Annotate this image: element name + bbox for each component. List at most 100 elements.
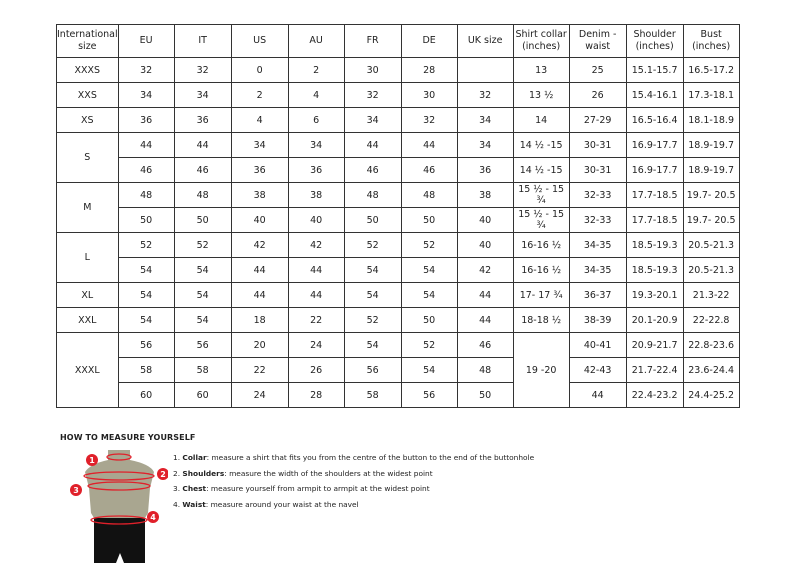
table-cell: 18-18 ½ (512, 307, 570, 333)
table-cell: 58 (343, 382, 402, 408)
step-term: Collar (182, 453, 207, 462)
table-cell: 15 ½ - 15 ¾ (512, 207, 570, 233)
table-cell: 50 (400, 307, 458, 333)
international-size-cell: S (56, 132, 119, 183)
table-cell: 56 (117, 332, 175, 358)
table-cell: 46 (173, 157, 232, 183)
table-cell: 21.3-22 (682, 282, 740, 308)
table-cell: 16-16 ½ (512, 232, 570, 258)
step-text: : measure the width of the shoulders at … (224, 468, 433, 478)
step-number: 3. (173, 484, 181, 493)
table-cell: 18.5-19.3 (625, 257, 684, 283)
table-cell: 20.1-20.9 (625, 307, 684, 333)
table-cell: 54 (173, 307, 232, 333)
international-size-cell: XXL (56, 307, 119, 333)
table-cell: 21.7-22.4 (625, 357, 684, 383)
table-cell: 44 (456, 282, 514, 308)
table-cell: 16.9-17.7 (625, 157, 684, 183)
column-header: Shirt collar (inches) (512, 24, 570, 58)
table-row: 60 60 24 28 58 56 50 44 22.4-23.2 24.4-25.2 (57, 382, 740, 408)
measure-step: 3. Chest: measure yourself from armpit t… (173, 481, 534, 497)
table-cell: 24 (287, 332, 345, 358)
table-cell: 32 (456, 82, 514, 108)
table-cell: 30 (400, 82, 458, 108)
body-measure-figure: 1 2 3 4 (70, 450, 168, 563)
step-text: : measure a shirt that fits you from the… (206, 453, 535, 462)
table-cell: 15.1-15.7 (625, 57, 684, 83)
table-cell: 4 (287, 82, 345, 108)
table-cell: 34-35 (568, 232, 627, 258)
table-row: S 44 44 34 34 44 44 34 14 ½ -15 30-31 16.9-17.7 18.… (56, 132, 740, 183)
table-row: M 48 48 38 38 48 48 38 15 ½ - 15 ¾ 32-33 17.7-18.5… (56, 182, 740, 233)
column-header: DE (400, 24, 458, 58)
table-cell: 16.9-17.7 (625, 132, 684, 158)
measure-step: 4. Waist: measure around your waist at t… (173, 497, 534, 513)
international-size-cell: XXXS (56, 57, 119, 83)
table-cell: 44 (117, 132, 175, 158)
table-cell: 54 (117, 257, 175, 283)
measure-steps: 1. Collar: measure a shirt that fits you… (173, 450, 534, 512)
column-header: FR (343, 24, 402, 58)
marker-number: 4 (150, 513, 156, 522)
table-cell: 17.3-18.1 (682, 82, 740, 108)
international-size-cell: M (56, 182, 119, 233)
table-cell: 36 (117, 107, 175, 133)
column-header: US (230, 24, 289, 58)
table-cell: 24 (230, 382, 289, 408)
table-cell: 46 (117, 157, 175, 183)
table-cell: 34 (230, 132, 289, 158)
column-header: EU (117, 24, 175, 58)
table-cell: 22 (287, 307, 345, 333)
table-cell: 42 (230, 232, 289, 258)
step-term: Waist (182, 499, 206, 509)
measure-step: 2. Shoulders: measure the width of the s… (173, 466, 534, 482)
table-cell: 48 (343, 182, 402, 208)
table-cell: 15 ½ - 15 ¾ (512, 182, 570, 208)
table-cell: 17- 17 ¾ (512, 282, 570, 308)
table-cell: 2 (230, 82, 289, 108)
table-cell: 38-39 (568, 307, 627, 333)
marker-number: 3 (73, 486, 79, 495)
table-cell: 19.7- 20.5 (682, 207, 740, 233)
column-header: Shoulder (inches) (625, 24, 684, 58)
table-cell: 0 (230, 57, 289, 83)
marker-badge (157, 468, 168, 480)
table-cell: 50 (173, 207, 232, 233)
step-number: 2. (173, 468, 181, 478)
table-cell: 32 (343, 82, 402, 108)
table-cell: 32-33 (568, 182, 627, 208)
international-size-cell: XXXL (56, 332, 119, 408)
table-cell: 56 (343, 357, 402, 383)
table-cell: 54 (117, 307, 175, 333)
table-cell: 17.7-18.5 (625, 182, 684, 208)
table-cell: 54 (343, 282, 402, 308)
table-cell: 18.9-19.7 (682, 132, 740, 158)
table-cell: 4 (230, 107, 289, 133)
table-cell: 19.7- 20.5 (682, 182, 740, 208)
table-cell: 50 (343, 207, 402, 233)
table-cell: 48 (400, 182, 458, 208)
table-cell: 30-31 (568, 132, 627, 158)
table-cell: 36 (230, 157, 289, 183)
table-cell: 18.5-19.3 (625, 232, 684, 258)
table-row: XXXL 56 56 20 24 54 52 46 19 -20 40-41 20.9-21.7 22… (56, 332, 740, 408)
table-cell: 14 (512, 107, 570, 133)
table-cell: 34 (343, 107, 402, 133)
table-cell: 48 (456, 357, 514, 383)
table-cell: 60 (173, 382, 232, 408)
table-cell: 44 (400, 132, 458, 158)
step-number: 1. (173, 453, 181, 462)
table-cell: 44 (568, 382, 627, 408)
table-cell (456, 57, 514, 83)
table-cell: 24.4-25.2 (682, 382, 740, 408)
table-cell: 30-31 (568, 157, 627, 183)
column-header: Denim - waist (568, 24, 627, 58)
table-cell: 54 (400, 282, 458, 308)
column-header: UK size (456, 24, 514, 58)
table-cell: 18.9-19.7 (682, 157, 740, 183)
table-cell: 28 (287, 382, 345, 408)
marker-number: 1 (89, 456, 95, 465)
table-cell: 46 (400, 157, 458, 183)
table-cell: 15.4-16.1 (625, 82, 684, 108)
table-cell: 17.7-18.5 (625, 207, 684, 233)
